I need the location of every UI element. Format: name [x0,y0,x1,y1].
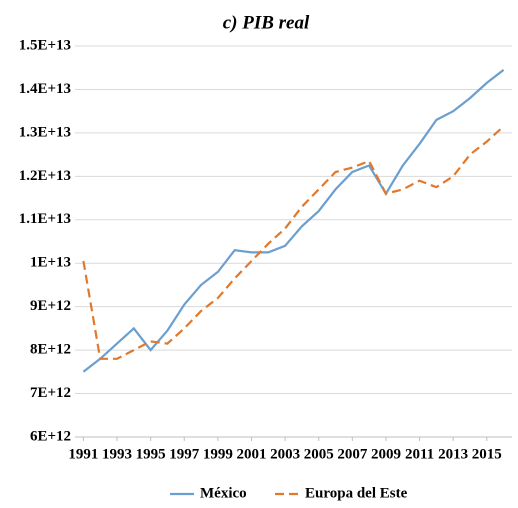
x-tick-label: 1999 [203,446,233,462]
x-tick-label: 1991 [68,446,98,462]
y-tick-label: 8E+12 [30,342,71,358]
y-tick-label: 1.1E+13 [19,211,71,227]
x-tick-label: 2003 [270,446,300,462]
y-tick-label: 6E+12 [30,428,71,444]
x-tick-label: 1997 [169,446,200,462]
x-tick-label: 2013 [438,446,468,462]
x-tick-label: 2011 [405,446,434,462]
y-tick-label: 1.5E+13 [19,37,71,53]
x-tick-label: 2007 [337,446,368,462]
series-line [82,125,505,360]
y-tick-label: 7E+12 [30,385,71,401]
x-tick-label: 2005 [304,446,334,462]
chart-title: c) PIB real [223,12,310,33]
legend-label: México [200,485,247,501]
legend-label: Europa del Este [305,485,408,501]
x-tick-label: 2001 [236,446,266,462]
y-tick-label: 1.3E+13 [19,124,71,140]
x-tick-label: 2015 [472,446,502,462]
y-tick-label: 9E+12 [30,298,71,314]
y-tick-label: 1.2E+13 [19,168,71,184]
x-tick-label: 1995 [136,446,166,462]
x-tick-label: 1993 [102,446,132,462]
x-tick-label: 2009 [371,446,401,462]
y-tick-label: 1E+13 [30,255,71,271]
series-line [82,69,505,373]
y-tick-label: 1.4E+13 [19,81,71,97]
